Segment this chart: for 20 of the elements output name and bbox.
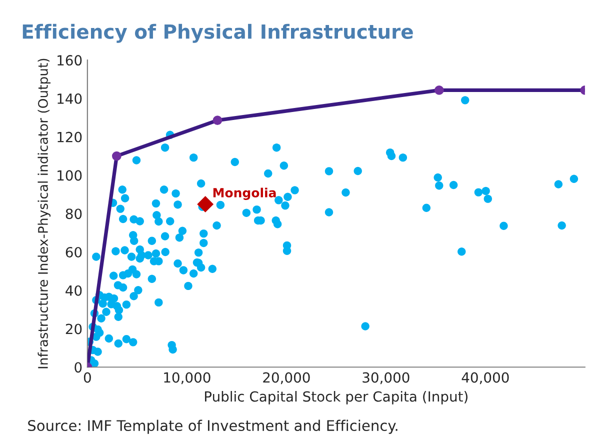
y-tick-label: 20: [66, 324, 82, 334]
x-tick-label: 10,000: [164, 372, 210, 384]
chart-title: Efficiency of Physical Infrastructure: [22, 24, 413, 43]
y-tick-label: 160: [58, 55, 82, 66]
y-tick-label: 0: [74, 362, 82, 373]
y-axis-title: Infrastructure Index-Physical indicator (Output): [38, 58, 51, 368]
y-tick-label: 60: [66, 246, 82, 258]
point: [197, 196, 214, 212]
x-tick-label: 40,000: [462, 372, 509, 384]
y-tick-label: 100: [58, 170, 82, 181]
y-tick-label: 80: [66, 208, 82, 220]
y-tick-label: 120: [58, 132, 82, 142]
y-tick-label: 140: [58, 93, 82, 104]
series-label: Mongolia: [213, 188, 276, 200]
y-tick-label: 40: [66, 285, 82, 296]
x-tick-label: 30,000: [362, 372, 410, 384]
x-tick-label: 20,000: [263, 372, 310, 384]
source-note: Source: IMF Template of Investment and Efficiency.: [28, 420, 398, 434]
x-axis-title: Public Capital Stock per Capita (Input): [205, 390, 468, 404]
x-tick-label: 0: [84, 372, 91, 383]
